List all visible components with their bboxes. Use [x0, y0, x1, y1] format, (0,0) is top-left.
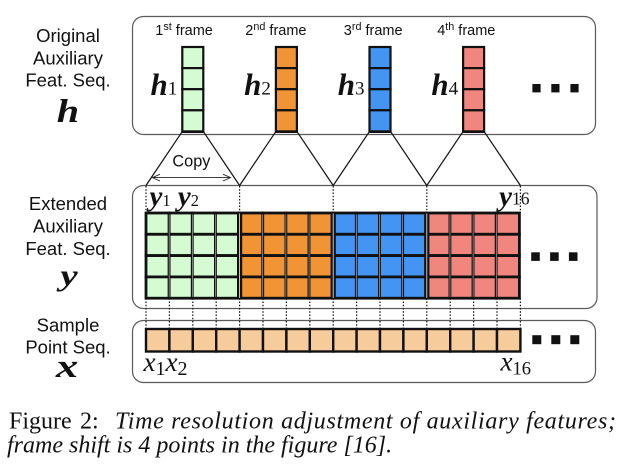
svg-text:x16: x16	[500, 347, 531, 380]
svg-text:frame shift is 4 points in the: frame shift is 4 points in the figure [1…	[7, 433, 392, 459]
svg-text:h: h	[57, 92, 79, 129]
svg-text:2:: 2:	[80, 409, 99, 435]
svg-text:h3: h3	[338, 67, 365, 102]
svg-text:x1x2: x1x2	[143, 347, 188, 380]
svg-text:x: x	[55, 348, 78, 384]
svg-text:y: y	[56, 258, 78, 292]
svg-text:Copy: Copy	[172, 153, 211, 171]
svg-text:y1 y2: y1 y2	[147, 181, 200, 213]
svg-text:Time resolution adjustment of: Time resolution adjustment of auxiliary …	[115, 409, 616, 435]
svg-text:Figure: Figure	[9, 409, 72, 435]
